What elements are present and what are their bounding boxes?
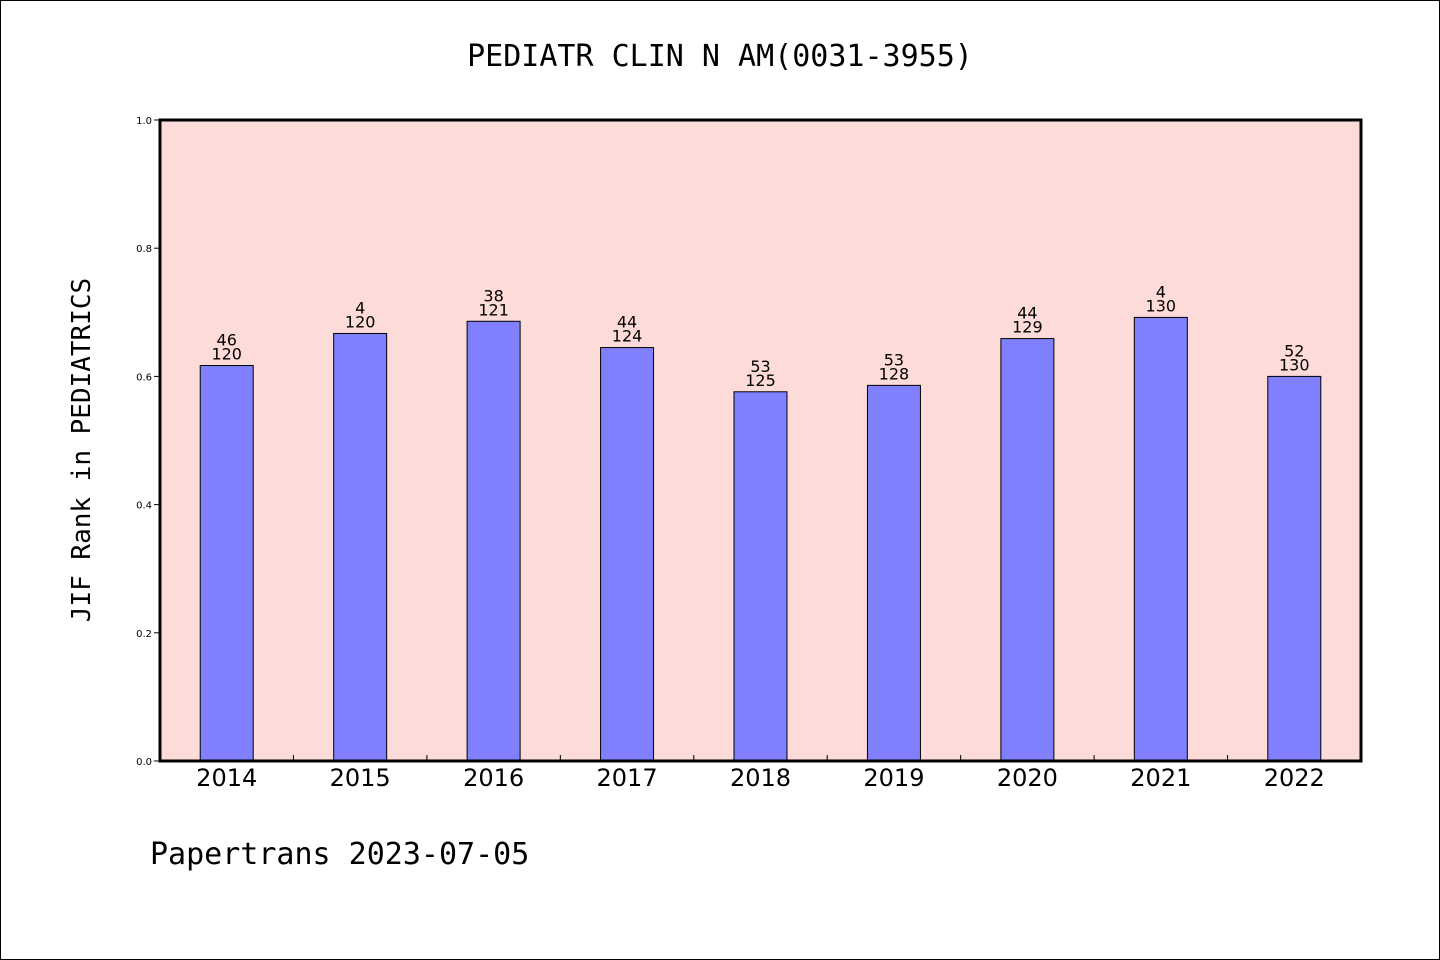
data-labels: 4612041203812144124531255312844129413052…	[211, 282, 1309, 389]
bar-2018	[733, 391, 788, 762]
total-label: 124	[612, 327, 643, 346]
x-axis-ticks: 2014 2015 2016 2017 2018 2019 2020 2021 2022	[196, 755, 1325, 792]
y-tick-label: 0.8	[136, 244, 152, 255]
total-label: 120	[211, 345, 242, 364]
bar-2019	[866, 384, 921, 762]
x-tick-label: 2018	[730, 764, 791, 792]
bar-2016	[466, 320, 521, 762]
y-tick-label: 0.2	[136, 629, 152, 640]
y-axis-ticks: 0.0 0.2 0.4 0.6 0.8 1.0	[136, 116, 160, 768]
x-tick-label: 2016	[463, 764, 524, 792]
rank-label: 44	[1017, 304, 1037, 323]
y-tick-label: 0.4	[136, 501, 152, 512]
x-tick-label: 2017	[597, 764, 658, 792]
bars	[199, 316, 1322, 762]
bar-2015	[333, 332, 388, 762]
x-tick-label: 2015	[330, 764, 391, 792]
x-tick-label: 2021	[1130, 764, 1191, 792]
total-label: 120	[345, 312, 376, 331]
total-label: 129	[1012, 318, 1043, 337]
bar-2022	[1267, 375, 1322, 762]
chart-title: PEDIATR CLIN N AM(0031-3955)	[467, 39, 973, 74]
total-label: 125	[745, 371, 776, 390]
rank-label: 53	[750, 357, 770, 376]
y-tick-label: 0.0	[136, 757, 152, 768]
x-tick-label: 2022	[1264, 764, 1325, 792]
rank-label: 38	[483, 286, 503, 305]
total-label: 128	[879, 364, 910, 383]
bar-2014	[199, 365, 254, 762]
bar-2020	[1000, 338, 1055, 762]
y-tick-label: 1.0	[136, 116, 152, 127]
rank-label: 4	[355, 298, 365, 317]
rank-label: 53	[884, 350, 904, 369]
rank-label: 52	[1284, 341, 1304, 360]
rank-label: 46	[217, 331, 237, 350]
y-axis-label: JIF Rank in PEDIATRICS	[67, 278, 97, 622]
x-tick-label: 2020	[997, 764, 1058, 792]
total-label: 121	[478, 300, 509, 319]
bar-2017	[600, 347, 655, 762]
total-label: 130	[1279, 355, 1310, 374]
x-tick-label: 2014	[196, 764, 257, 792]
x-tick-label: 2019	[863, 764, 924, 792]
bar-2021	[1133, 316, 1188, 762]
plot-border	[158, 118, 1363, 763]
footer-credit: Papertrans 2023-07-05	[150, 837, 529, 872]
y-tick-label: 0.6	[136, 372, 152, 383]
rank-label: 44	[617, 313, 637, 332]
rank-label: 4	[1156, 282, 1166, 301]
total-label: 130	[1146, 296, 1177, 315]
